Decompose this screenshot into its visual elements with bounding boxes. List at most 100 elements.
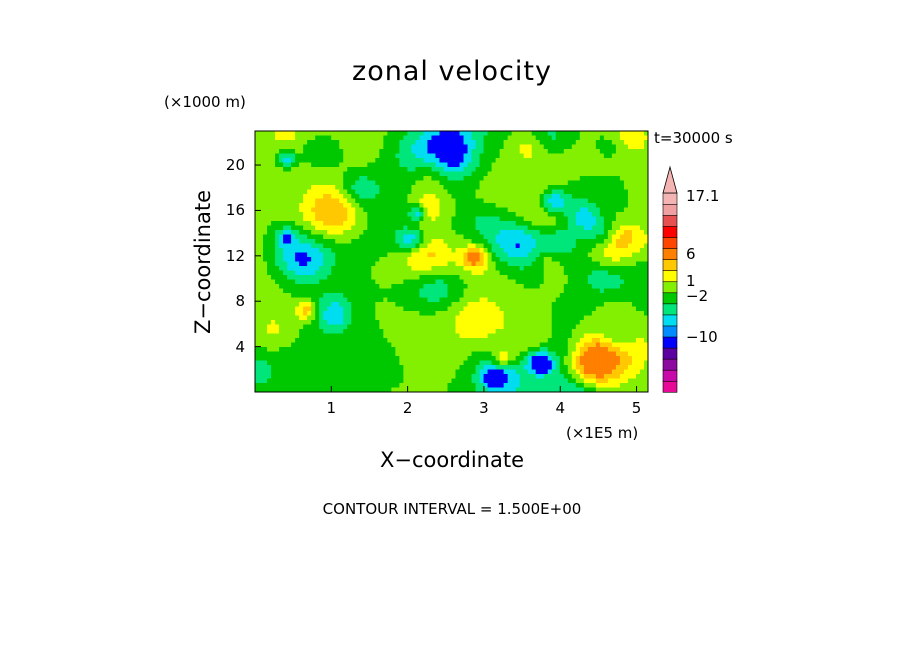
field-cell xyxy=(443,356,448,361)
field-cell xyxy=(475,293,480,298)
field-cell xyxy=(571,180,577,186)
field-cell xyxy=(511,288,517,294)
field-cell xyxy=(471,153,476,159)
field-cell xyxy=(435,230,440,235)
field-cell xyxy=(379,333,384,339)
field-cell xyxy=(515,257,521,262)
field-cell xyxy=(311,257,316,262)
field-cell xyxy=(335,266,340,271)
field-cell xyxy=(559,315,565,321)
field-cell xyxy=(523,333,529,339)
field-cell xyxy=(331,230,336,235)
field-cell xyxy=(483,167,488,172)
field-cell xyxy=(395,257,400,262)
field-cell xyxy=(431,293,436,298)
field-cell xyxy=(515,203,521,208)
field-cell xyxy=(255,243,260,249)
field-cell xyxy=(439,356,444,361)
field-cell xyxy=(287,234,292,240)
field-cell xyxy=(307,180,312,186)
field-cell xyxy=(355,306,360,312)
field-cell xyxy=(347,194,352,199)
field-cell xyxy=(395,189,400,195)
field-cell xyxy=(531,288,537,294)
field-cell xyxy=(463,185,468,190)
field-cell xyxy=(423,315,428,321)
field-cell xyxy=(323,225,328,231)
field-cell xyxy=(279,198,284,204)
field-cell xyxy=(623,293,629,298)
field-cell xyxy=(427,270,432,276)
field-cell xyxy=(479,351,484,357)
field-cell xyxy=(279,288,284,294)
field-cell xyxy=(475,315,480,321)
field-cell xyxy=(363,284,368,289)
field-cell xyxy=(455,135,460,141)
field-cell xyxy=(459,320,464,325)
field-cell xyxy=(355,149,360,154)
field-cell xyxy=(515,140,521,145)
field-cell xyxy=(363,293,368,298)
field-cell xyxy=(339,257,344,262)
field-cell xyxy=(547,171,553,177)
field-cell xyxy=(307,239,312,244)
field-cell xyxy=(267,189,272,195)
field-cell xyxy=(399,279,404,285)
field-cell xyxy=(471,261,476,267)
field-cell xyxy=(591,306,597,312)
field-cell xyxy=(383,356,388,361)
field-cell xyxy=(339,198,344,204)
field-cell xyxy=(355,176,360,181)
field-cell xyxy=(259,162,264,168)
field-cell xyxy=(643,135,649,141)
field-cell xyxy=(467,279,472,285)
field-cell xyxy=(471,212,476,217)
field-cell xyxy=(555,243,561,249)
field-cell xyxy=(451,279,456,285)
field-cell xyxy=(543,203,549,208)
field-cell xyxy=(527,153,533,159)
field-cell xyxy=(643,284,649,289)
field-cell xyxy=(611,207,617,213)
field-cell xyxy=(375,171,380,177)
field-cell xyxy=(291,243,296,249)
field-cell xyxy=(415,167,420,172)
field-cell xyxy=(623,347,629,352)
field-cell xyxy=(315,144,320,150)
field-cell xyxy=(523,252,529,258)
field-cell xyxy=(499,194,505,199)
field-cell xyxy=(311,275,316,280)
field-cell xyxy=(323,207,328,213)
field-cell xyxy=(599,270,605,276)
field-cell xyxy=(479,194,484,199)
field-cell xyxy=(463,225,468,231)
field-cell xyxy=(471,176,476,181)
field-cell xyxy=(331,315,336,321)
field-cell xyxy=(559,140,565,145)
field-cell xyxy=(547,144,553,150)
field-cell xyxy=(515,261,521,267)
field-cell xyxy=(547,239,553,244)
field-cell xyxy=(291,324,296,330)
field-cell xyxy=(391,135,396,141)
field-cell xyxy=(283,338,288,343)
field-cell xyxy=(375,194,380,199)
field-cell xyxy=(347,261,352,267)
field-cell xyxy=(395,243,400,249)
field-cell xyxy=(271,347,276,352)
field-cell xyxy=(259,194,264,199)
field-cell xyxy=(359,234,364,240)
field-cell xyxy=(423,270,428,276)
field-cell xyxy=(567,288,573,294)
field-cell xyxy=(639,270,645,276)
field-cell xyxy=(459,176,464,181)
field-cell xyxy=(375,324,380,330)
field-cell xyxy=(447,176,452,181)
field-cell xyxy=(619,351,625,357)
field-cell xyxy=(483,320,488,325)
field-cell xyxy=(363,261,368,267)
field-cell xyxy=(527,347,533,352)
field-cell xyxy=(347,189,352,195)
field-cell xyxy=(555,320,561,325)
field-cell xyxy=(351,203,356,208)
